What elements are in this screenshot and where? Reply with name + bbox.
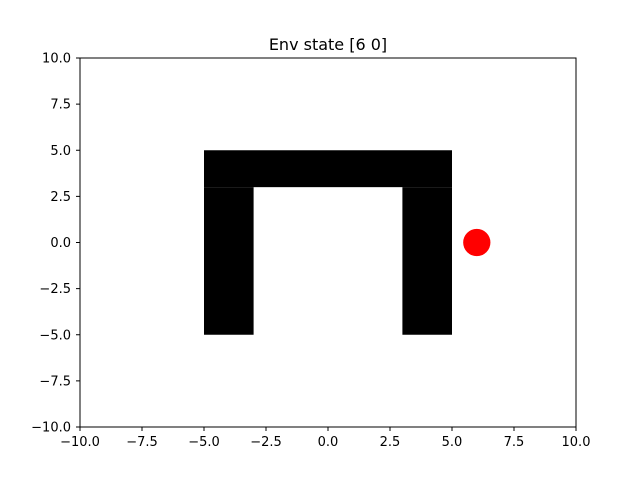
x-tick-label: −2.5: [250, 435, 282, 450]
x-tick-label: 10.0: [562, 435, 591, 450]
obstacle-block-2: [204, 187, 254, 335]
obstacle-block-1: [204, 150, 452, 188]
agent-marker: [463, 228, 491, 257]
x-tick-label: 0.0: [318, 435, 339, 450]
y-tick-label: 5.0: [50, 144, 71, 159]
y-tick-label: 2.5: [50, 190, 71, 205]
y-tick-label: 7.5: [50, 98, 71, 113]
y-axis: −10.0 −7.5 −5.0 −2.5 0.0 2.5 5.0 7.5 10.0: [31, 52, 80, 436]
y-tick-label: −10.0: [31, 421, 71, 436]
y-tick-label: −7.5: [39, 374, 71, 389]
obstacle-block-3: [402, 187, 452, 335]
plot-area: [79, 57, 577, 428]
x-tick-label: 5.0: [442, 435, 463, 450]
x-tick-label: −10.0: [60, 435, 100, 450]
x-tick-label: 7.5: [504, 435, 525, 450]
x-tick-label: −5.0: [188, 435, 220, 450]
y-tick-label: 0.0: [50, 236, 71, 251]
y-tick-label: 10.0: [42, 52, 71, 67]
x-tick-label: 2.5: [380, 435, 401, 450]
chart-title: Env state [6 0]: [269, 35, 387, 54]
x-axis: −10.0 −7.5 −5.0 −2.5 0.0 2.5 5.0 7.5 10.0: [60, 427, 590, 450]
y-tick-label: −2.5: [39, 282, 71, 297]
y-tick-label: −5.0: [39, 328, 71, 343]
x-tick-label: −7.5: [126, 435, 158, 450]
